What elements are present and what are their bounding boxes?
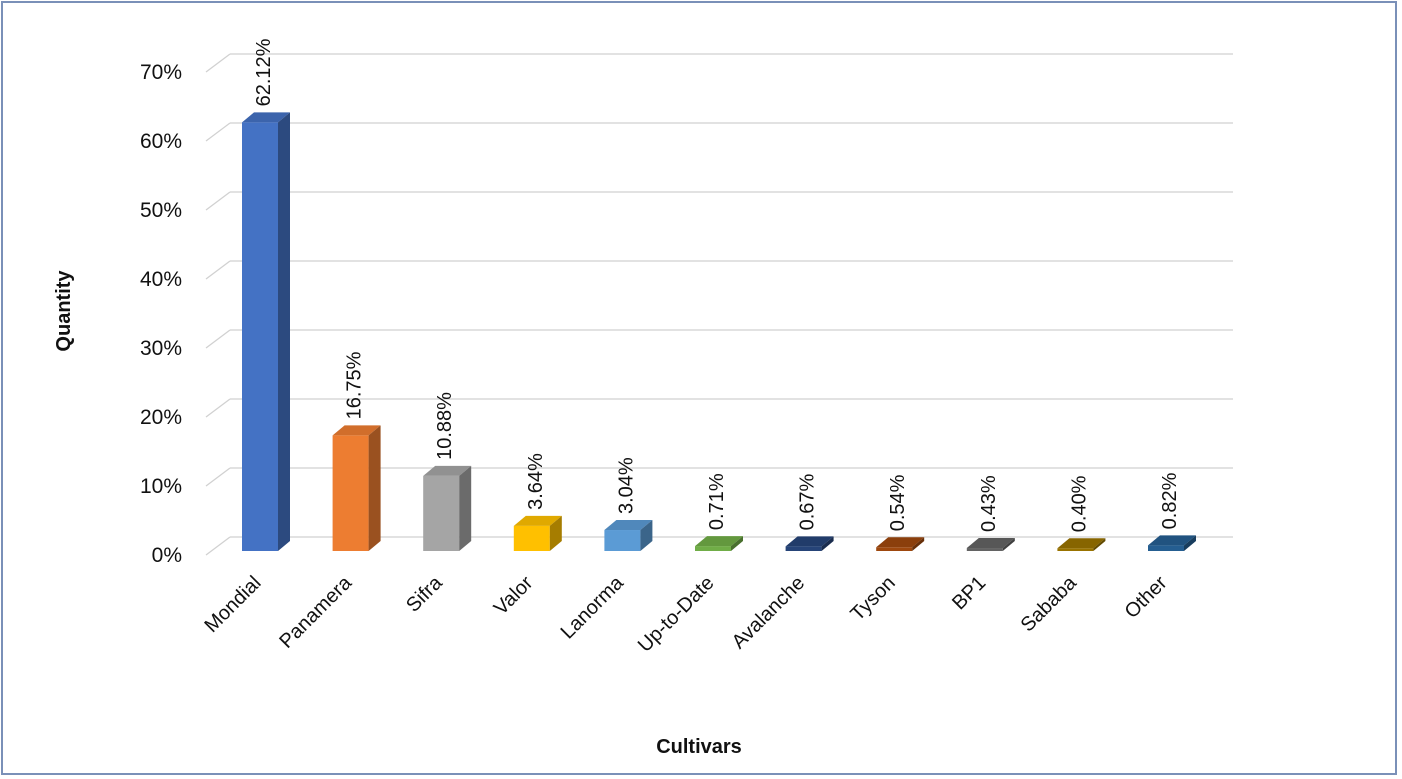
bar xyxy=(695,536,743,551)
gridline-depth xyxy=(205,122,231,142)
data-label: 0.54% xyxy=(887,474,909,531)
data-label: 3.64% xyxy=(525,453,547,510)
data-label: 0.82% xyxy=(1159,472,1181,529)
category-label: Sifra xyxy=(402,571,447,616)
y-axis-title: Quantity xyxy=(53,270,75,352)
gridline-depth xyxy=(205,398,231,418)
y-tick-label: 50% xyxy=(140,199,182,222)
category-label: Tyson xyxy=(846,572,899,625)
y-tick-label: 20% xyxy=(140,406,182,429)
gridline-depth xyxy=(205,329,231,349)
bar xyxy=(785,536,834,551)
data-label: 62.12% xyxy=(253,38,275,106)
y-tick-label: 60% xyxy=(140,130,182,153)
y-tick-label: 10% xyxy=(140,475,182,498)
y-tick-label: 0% xyxy=(152,544,182,567)
gridline-depth xyxy=(205,467,231,487)
category-label: Lanorma xyxy=(557,571,629,643)
bar xyxy=(423,465,472,551)
category-label: Other xyxy=(1121,572,1172,623)
category-label: Valor xyxy=(490,572,538,620)
gridline-depth xyxy=(205,536,231,556)
data-label: 3.04% xyxy=(615,457,637,514)
bar xyxy=(513,515,562,551)
bars xyxy=(242,112,1196,551)
category-label: Up-to-Date xyxy=(634,572,719,657)
category-label: BP1 xyxy=(948,572,990,614)
bar xyxy=(332,425,381,551)
y-tick-label: 40% xyxy=(140,268,182,291)
gridline-depth xyxy=(205,191,231,211)
data-label: 16.75% xyxy=(344,351,366,419)
category-label: Mondial xyxy=(200,572,265,637)
bar xyxy=(242,112,290,551)
gridlines xyxy=(205,53,1233,556)
gridline-depth xyxy=(205,260,231,280)
data-label: 0.43% xyxy=(978,475,1000,532)
y-tick-labels: 0% 10% 20% 30% 40% 50% 60% 70% xyxy=(140,61,182,567)
y-tick-label: 30% xyxy=(140,337,182,360)
data-label: 0.40% xyxy=(1068,475,1090,532)
data-label: 0.71% xyxy=(706,473,728,530)
data-labels: 62.12% 16.75% 10.88% 3.64% 3.04% 0.71% 0.67% 0.… xyxy=(253,38,1181,532)
category-labels: Mondial Panamera Sifra Valor Lanorma Up-to-Da… xyxy=(200,571,1171,656)
bar xyxy=(604,520,653,551)
bar xyxy=(966,538,1015,551)
gridline-depth xyxy=(205,53,231,73)
bar xyxy=(1148,535,1196,551)
category-label: Sababa xyxy=(1017,571,1082,636)
bar xyxy=(876,537,925,551)
category-label: Panamera xyxy=(275,571,356,652)
x-axis-title: Cultivars xyxy=(656,736,742,758)
y-tick-label: 70% xyxy=(140,61,182,84)
data-label: 0.67% xyxy=(797,473,819,530)
data-label: 10.88% xyxy=(434,392,456,460)
bar xyxy=(1057,538,1106,551)
category-label: Avalanche xyxy=(728,572,809,653)
